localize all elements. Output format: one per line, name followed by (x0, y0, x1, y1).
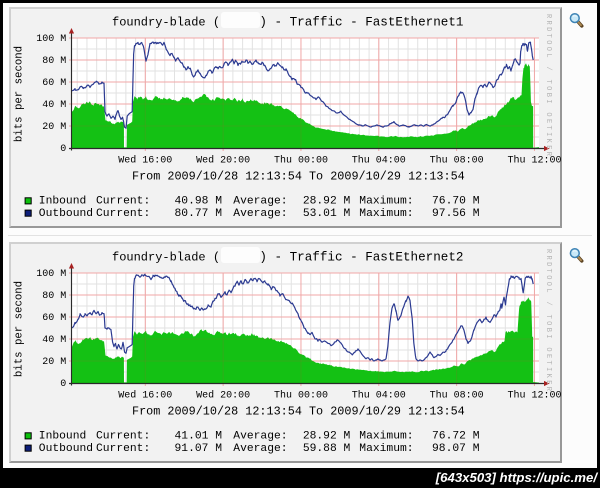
svg-text:) - Traffic - FastEthernet1: ) - Traffic - FastEthernet1 (259, 15, 463, 29)
svg-text:100 M: 100 M (36, 269, 66, 280)
svg-text:Wed 20:00: Wed 20:00 (196, 389, 250, 401)
svg-text:Thu 04:00: Thu 04:00 (352, 389, 406, 401)
svg-text:20 M: 20 M (42, 357, 66, 368)
svg-text:Thu 08:00: Thu 08:00 (430, 154, 484, 166)
svg-text:Thu 12:00: Thu 12:00 (507, 389, 561, 401)
svg-text:76.72 M: 76.72 M (432, 431, 480, 443)
svg-text:97.56 M: 97.56 M (432, 208, 480, 220)
svg-text:59.88 M: 59.88 M (303, 443, 351, 455)
svg-text:Maximum:: Maximum: (359, 443, 413, 455)
svg-text:Outbound: Outbound (39, 208, 93, 220)
svg-text:Outbound: Outbound (39, 443, 93, 455)
svg-text:98.07 M: 98.07 M (432, 443, 480, 455)
svg-text:Wed 16:00: Wed 16:00 (118, 154, 172, 166)
svg-text:40 M: 40 M (42, 335, 66, 346)
svg-text:Average:: Average: (233, 443, 287, 455)
svg-text:80.77 M: 80.77 M (175, 208, 223, 220)
svg-text:28.92 M: 28.92 M (303, 196, 351, 208)
svg-text:60 M: 60 M (42, 78, 66, 89)
svg-text:Inbound: Inbound (39, 431, 86, 443)
svg-text:foundry-blade (: foundry-blade ( (112, 15, 220, 29)
svg-text:Maximum:: Maximum: (359, 431, 413, 443)
svg-text:RRDTOOL / TOBI OETIKER: RRDTOOL / TOBI OETIKER (544, 249, 552, 392)
svg-text:Current:: Current: (96, 196, 150, 208)
svg-text:Inbound: Inbound (39, 196, 86, 208)
svg-text:foundry-blade (: foundry-blade ( (112, 250, 220, 264)
svg-text:20 M: 20 M (42, 122, 66, 133)
svg-text:From 2009/10/28 12:13:54 To 20: From 2009/10/28 12:13:54 To 2009/10/29 1… (132, 405, 465, 419)
svg-text:) - Traffic - FastEthernet2: ) - Traffic - FastEthernet2 (259, 250, 463, 264)
svg-text:Thu 00:00: Thu 00:00 (274, 389, 328, 401)
svg-text:Thu 12:00: Thu 12:00 (507, 154, 561, 166)
svg-text:91.07 M: 91.07 M (175, 443, 223, 455)
svg-text:Current:: Current: (96, 208, 150, 220)
svg-text:80 M: 80 M (42, 56, 66, 67)
svg-text:Wed 16:00: Wed 16:00 (118, 389, 172, 401)
svg-text:41.01 M: 41.01 M (175, 431, 223, 443)
svg-text:60 M: 60 M (42, 313, 66, 324)
svg-text:40 M: 40 M (42, 100, 66, 111)
svg-text:0: 0 (60, 144, 66, 155)
svg-text:80 M: 80 M (42, 291, 66, 302)
svg-text:Average:: Average: (233, 431, 287, 443)
svg-text:28.92 M: 28.92 M (303, 431, 351, 443)
svg-text:Maximum:: Maximum: (359, 196, 413, 208)
svg-text:40.98 M: 40.98 M (175, 196, 223, 208)
svg-text:53.01 M: 53.01 M (303, 208, 351, 220)
svg-text:100 M: 100 M (36, 34, 66, 45)
svg-text:Thu 00:00: Thu 00:00 (274, 154, 328, 166)
svg-text:bits per second: bits per second (14, 281, 26, 377)
svg-text:Wed 20:00: Wed 20:00 (196, 154, 250, 166)
svg-text:bits per second: bits per second (14, 46, 26, 142)
svg-text:0: 0 (60, 379, 66, 390)
svg-text:Average:: Average: (233, 196, 287, 208)
svg-text:76.70 M: 76.70 M (432, 196, 480, 208)
svg-text:Thu 04:00: Thu 04:00 (352, 154, 406, 166)
svg-text:Current:: Current: (96, 443, 150, 455)
svg-text:Thu 08:00: Thu 08:00 (430, 389, 484, 401)
svg-text:Maximum:: Maximum: (359, 208, 413, 220)
svg-text:Average:: Average: (233, 208, 287, 220)
svg-text:Current:: Current: (96, 431, 150, 443)
svg-text:From 2009/10/28 12:13:54 To 20: From 2009/10/28 12:13:54 To 2009/10/29 1… (132, 170, 465, 184)
svg-text:RRDTOOL / TOBI OETIKER: RRDTOOL / TOBI OETIKER (544, 14, 552, 157)
